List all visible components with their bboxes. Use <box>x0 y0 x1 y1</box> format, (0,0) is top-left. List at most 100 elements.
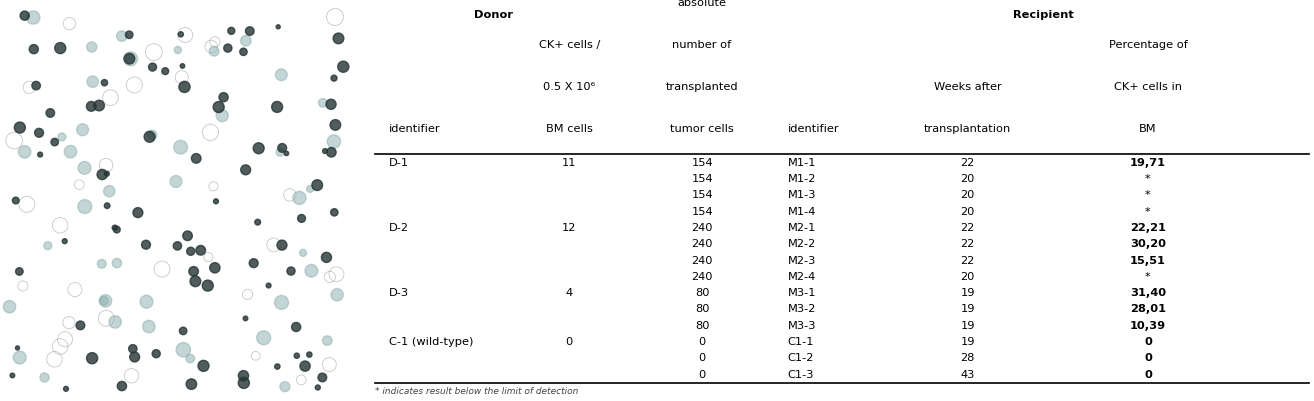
Point <box>45 139 66 145</box>
Point <box>104 225 125 231</box>
Point <box>0 304 20 310</box>
Point <box>325 14 346 20</box>
Point <box>138 323 159 330</box>
Text: BM cells: BM cells <box>545 124 593 134</box>
Text: 28,01: 28,01 <box>1130 304 1166 314</box>
Point <box>74 165 95 171</box>
Point <box>93 298 114 304</box>
Point <box>4 138 25 144</box>
Text: 80: 80 <box>695 288 710 298</box>
Point <box>92 171 113 178</box>
Point <box>68 182 89 188</box>
Point <box>233 49 254 55</box>
Text: 0: 0 <box>565 337 573 347</box>
Text: 0: 0 <box>1144 353 1152 363</box>
Point <box>323 75 344 81</box>
Point <box>97 203 118 209</box>
Point <box>9 354 30 361</box>
Text: *: * <box>1146 207 1151 217</box>
Point <box>193 363 214 369</box>
Text: 240: 240 <box>691 239 712 249</box>
Text: 154: 154 <box>691 207 714 217</box>
Point <box>323 209 344 216</box>
Point <box>298 351 319 358</box>
Point <box>54 238 75 244</box>
Point <box>191 247 212 253</box>
Point <box>205 38 226 45</box>
Point <box>9 124 30 131</box>
Text: 0: 0 <box>699 337 706 347</box>
Point <box>321 101 342 107</box>
Point <box>286 352 307 359</box>
Point <box>323 138 344 145</box>
Point <box>172 63 193 69</box>
Point <box>175 32 196 38</box>
Point <box>167 47 188 53</box>
Point <box>120 56 141 62</box>
Point <box>233 373 254 379</box>
Point <box>72 127 93 133</box>
Text: Weeks after: Weeks after <box>934 82 1001 92</box>
Point <box>55 336 76 342</box>
Point <box>81 355 102 361</box>
Text: 22: 22 <box>961 255 975 265</box>
Point <box>200 129 221 136</box>
Point <box>100 95 121 101</box>
Text: 31,40: 31,40 <box>1130 288 1166 298</box>
Text: M1-4: M1-4 <box>787 207 816 217</box>
Text: Recipient: Recipient <box>1013 10 1074 20</box>
Point <box>237 291 258 298</box>
Point <box>30 151 51 158</box>
Text: *: * <box>1146 190 1151 200</box>
Point <box>171 74 192 81</box>
Point <box>280 192 301 198</box>
Text: 4: 4 <box>566 288 573 298</box>
Point <box>321 149 342 156</box>
Point <box>290 377 311 383</box>
Point <box>24 46 45 53</box>
Point <box>326 271 347 277</box>
Point <box>332 63 353 70</box>
Text: CK+ cells /: CK+ cells / <box>539 40 600 50</box>
Point <box>290 215 311 222</box>
Point <box>213 94 234 100</box>
Point <box>167 243 188 249</box>
Point <box>135 241 156 248</box>
Point <box>181 381 202 387</box>
Point <box>307 384 328 391</box>
Point <box>9 268 30 275</box>
Text: M1-3: M1-3 <box>787 190 816 200</box>
Point <box>99 188 120 194</box>
Point <box>294 363 315 369</box>
Text: identifier: identifier <box>787 124 840 134</box>
Point <box>221 28 242 34</box>
Text: 80: 80 <box>695 321 710 331</box>
Point <box>314 148 335 154</box>
Text: 19: 19 <box>961 321 975 331</box>
Point <box>293 250 314 256</box>
Text: C1-2: C1-2 <box>787 353 813 363</box>
Point <box>205 265 226 271</box>
Point <box>64 286 85 293</box>
Point <box>171 31 192 38</box>
Point <box>39 110 60 116</box>
Text: D-3: D-3 <box>389 288 409 298</box>
Point <box>14 149 35 155</box>
Point <box>271 71 292 78</box>
Point <box>276 150 297 157</box>
Point <box>75 203 96 210</box>
Point <box>14 12 35 19</box>
Text: BM: BM <box>1139 124 1156 134</box>
Point <box>121 373 142 379</box>
Point <box>37 243 58 249</box>
Text: Percentage of: Percentage of <box>1109 40 1188 50</box>
Text: C-1 (wild-type): C-1 (wild-type) <box>389 337 473 347</box>
Point <box>22 14 43 21</box>
Text: M1-1: M1-1 <box>787 158 816 168</box>
Text: 80: 80 <box>695 304 710 314</box>
Point <box>50 45 71 51</box>
Point <box>166 178 187 185</box>
Point <box>142 132 163 138</box>
Point <box>83 79 104 85</box>
Text: 19,71: 19,71 <box>1130 158 1166 168</box>
